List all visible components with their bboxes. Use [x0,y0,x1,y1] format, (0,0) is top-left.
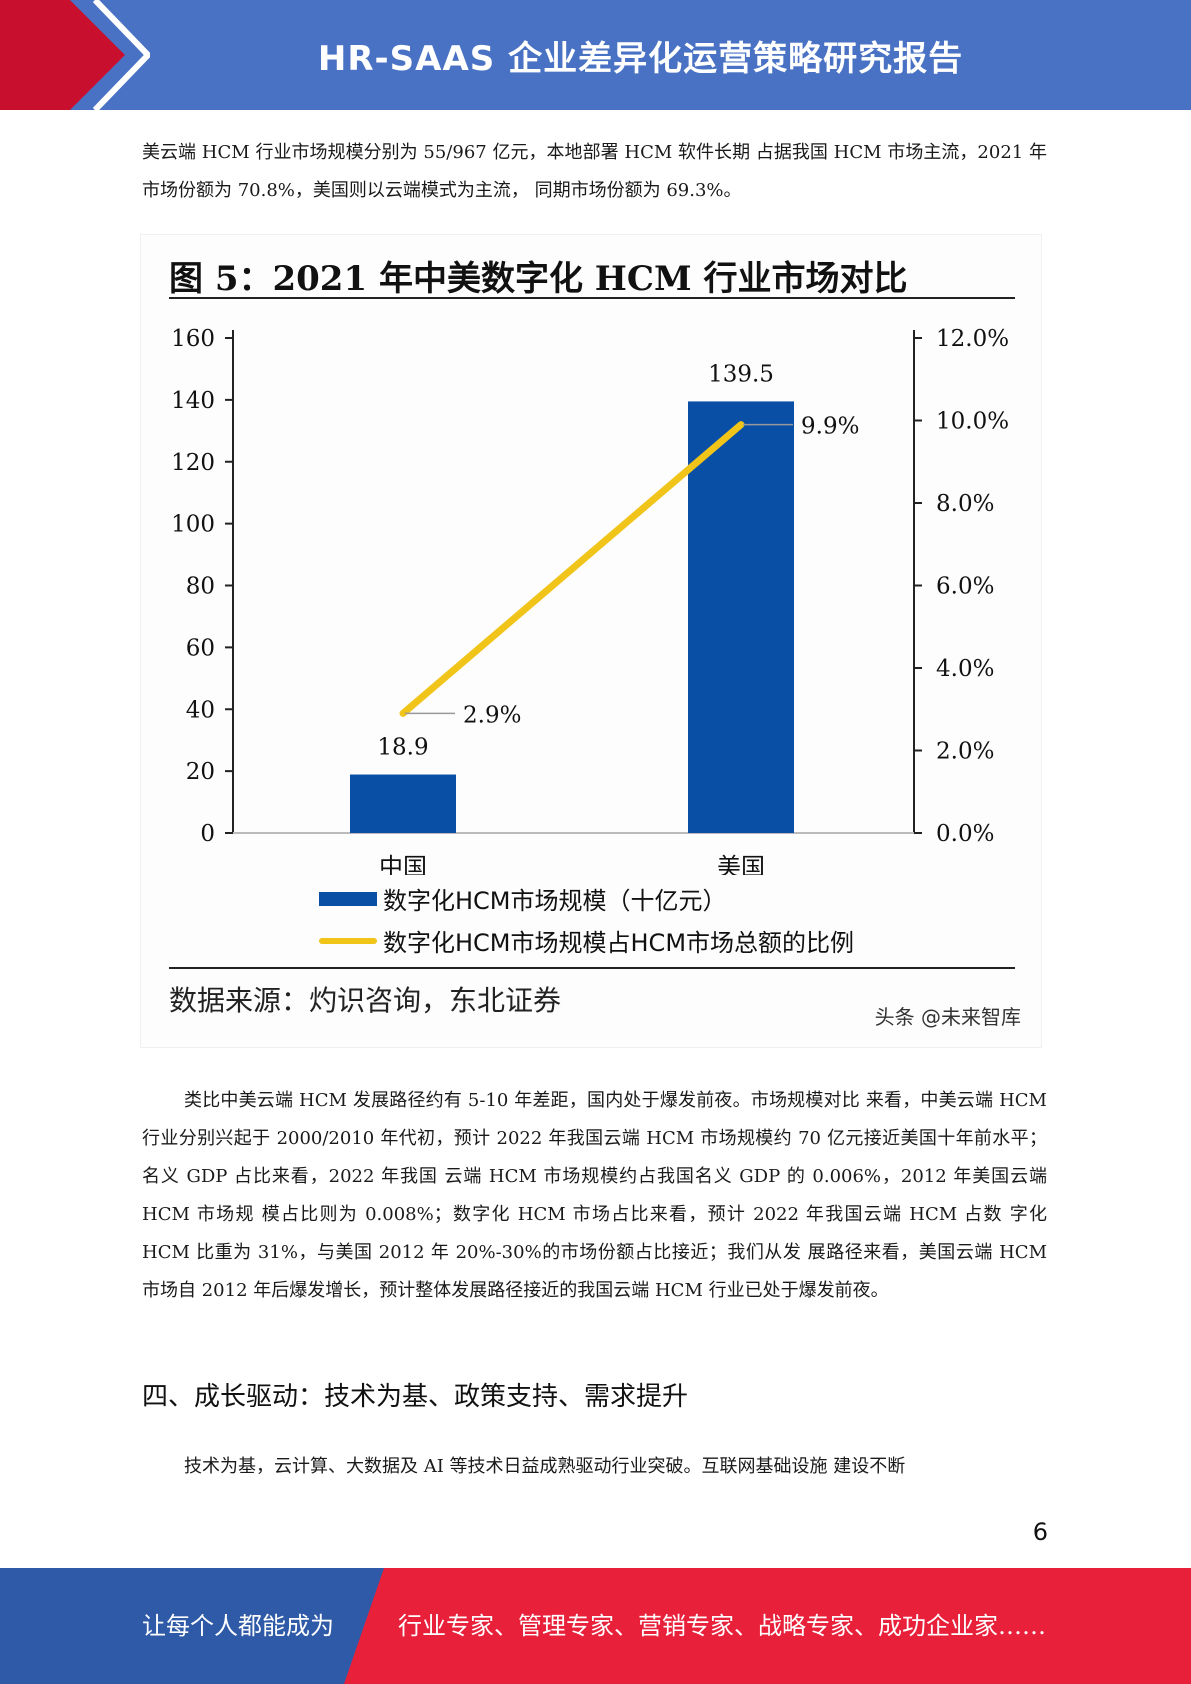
y-left-tick-label: 20 [186,759,215,785]
y-left-tick-label: 60 [186,635,215,661]
line-point [401,711,405,716]
figure-watermark: 头条 @未来智库 [874,1005,1021,1029]
figure-title-rule [169,297,1015,299]
section-heading: 四、成长驱动：技术为基、政策支持、需求提升 [142,1382,689,1412]
footer-background [0,1568,1191,1684]
page-footer: 让每个人都能成为 行业专家、管理专家、营销专家、战略专家、成功企业家…… [0,1568,1191,1684]
legend-bar-swatch [319,891,377,906]
y-left-tick-label: 80 [186,574,215,600]
page-number: 6 [1032,1518,1048,1546]
figure-title: 图 5：2021 年中美数字化 HCM 行业市场对比 [169,259,908,299]
line-point [739,422,743,427]
bar-value-label: 139.5 [708,361,774,387]
y-right-tick-label: 8.0% [936,491,994,517]
header-chevron-icon [0,0,150,110]
hcm-market-chart: 0 20 40 60 80 100 120 140 160 0.0% 2.0% 4.0% 6.0% 8.0… [171,326,1009,875]
line-value-label: 9.9% [801,414,859,440]
footer-slogan-right: 行业专家、管理专家、营销专家、战略专家、成功企业家…… [398,1612,1046,1640]
bar [350,774,456,833]
figure-5: 图 5：2021 年中美数字化 HCM 行业市场对比 0 20 40 60 80 100 1… [140,234,1042,1048]
x-category-label: 美国 [717,853,765,875]
legend-line-label: 数字化HCM市场规模占HCM市场总额的比例 [383,929,855,957]
y-right-tick-label: 0.0% [936,821,994,847]
legend-item-bar: 数字化HCM市场规模（十亿元） [319,881,727,916]
y-left-tick-label: 160 [171,326,215,352]
footer-slogan-left: 让每个人都能成为 [142,1612,334,1640]
x-category-label: 中国 [379,853,427,875]
bar [688,401,794,833]
body-paragraph-1: 美云端 HCM 行业市场规模分别为 55/967 亿元，本地部署 HCM 软件长… [142,142,1047,201]
body-paragraph-2: 类比中美云端 HCM 发展路径约有 5-10 年差距，国内处于爆发前夜。市场规模… [142,1090,1047,1301]
legend-line-swatch [319,937,377,944]
y-left-tick-label: 120 [171,450,215,476]
y-left-tick-label: 0 [200,821,215,847]
bar-value-label: 18.9 [377,735,428,761]
figure-bottom-rule [169,967,1015,969]
y-right-tick-label: 4.0% [936,656,994,682]
body-paragraph-3: 技术为基，云计算、大数据及 AI 等技术日益成熟驱动行业突破。互联网基础设施 建… [184,1456,906,1477]
y-left-tick-label: 140 [171,388,215,414]
line-series [399,421,745,717]
y-right-tick-label: 6.0% [936,574,994,600]
y-left-tick-label: 40 [186,697,215,723]
y-right-tick-label: 12.0% [936,326,1009,352]
y-right-tick-label: 10.0% [936,409,1009,435]
legend-item-line: 数字化HCM市场规模占HCM市场总额的比例 [319,923,854,958]
line-value-label: 2.9% [463,702,521,728]
figure-source: 数据来源：灼识咨询，东北证券 [169,984,562,1017]
legend-bar-label: 数字化HCM市场规模（十亿元） [383,887,727,915]
header-title: HR-SAAS 企业差异化运营策略研究报告 [317,38,964,79]
page-header: HR-SAAS 企业差异化运营策略研究报告 [0,0,1191,110]
y-left-tick-label: 100 [171,512,215,538]
y-right-tick-label: 2.0% [936,739,994,765]
